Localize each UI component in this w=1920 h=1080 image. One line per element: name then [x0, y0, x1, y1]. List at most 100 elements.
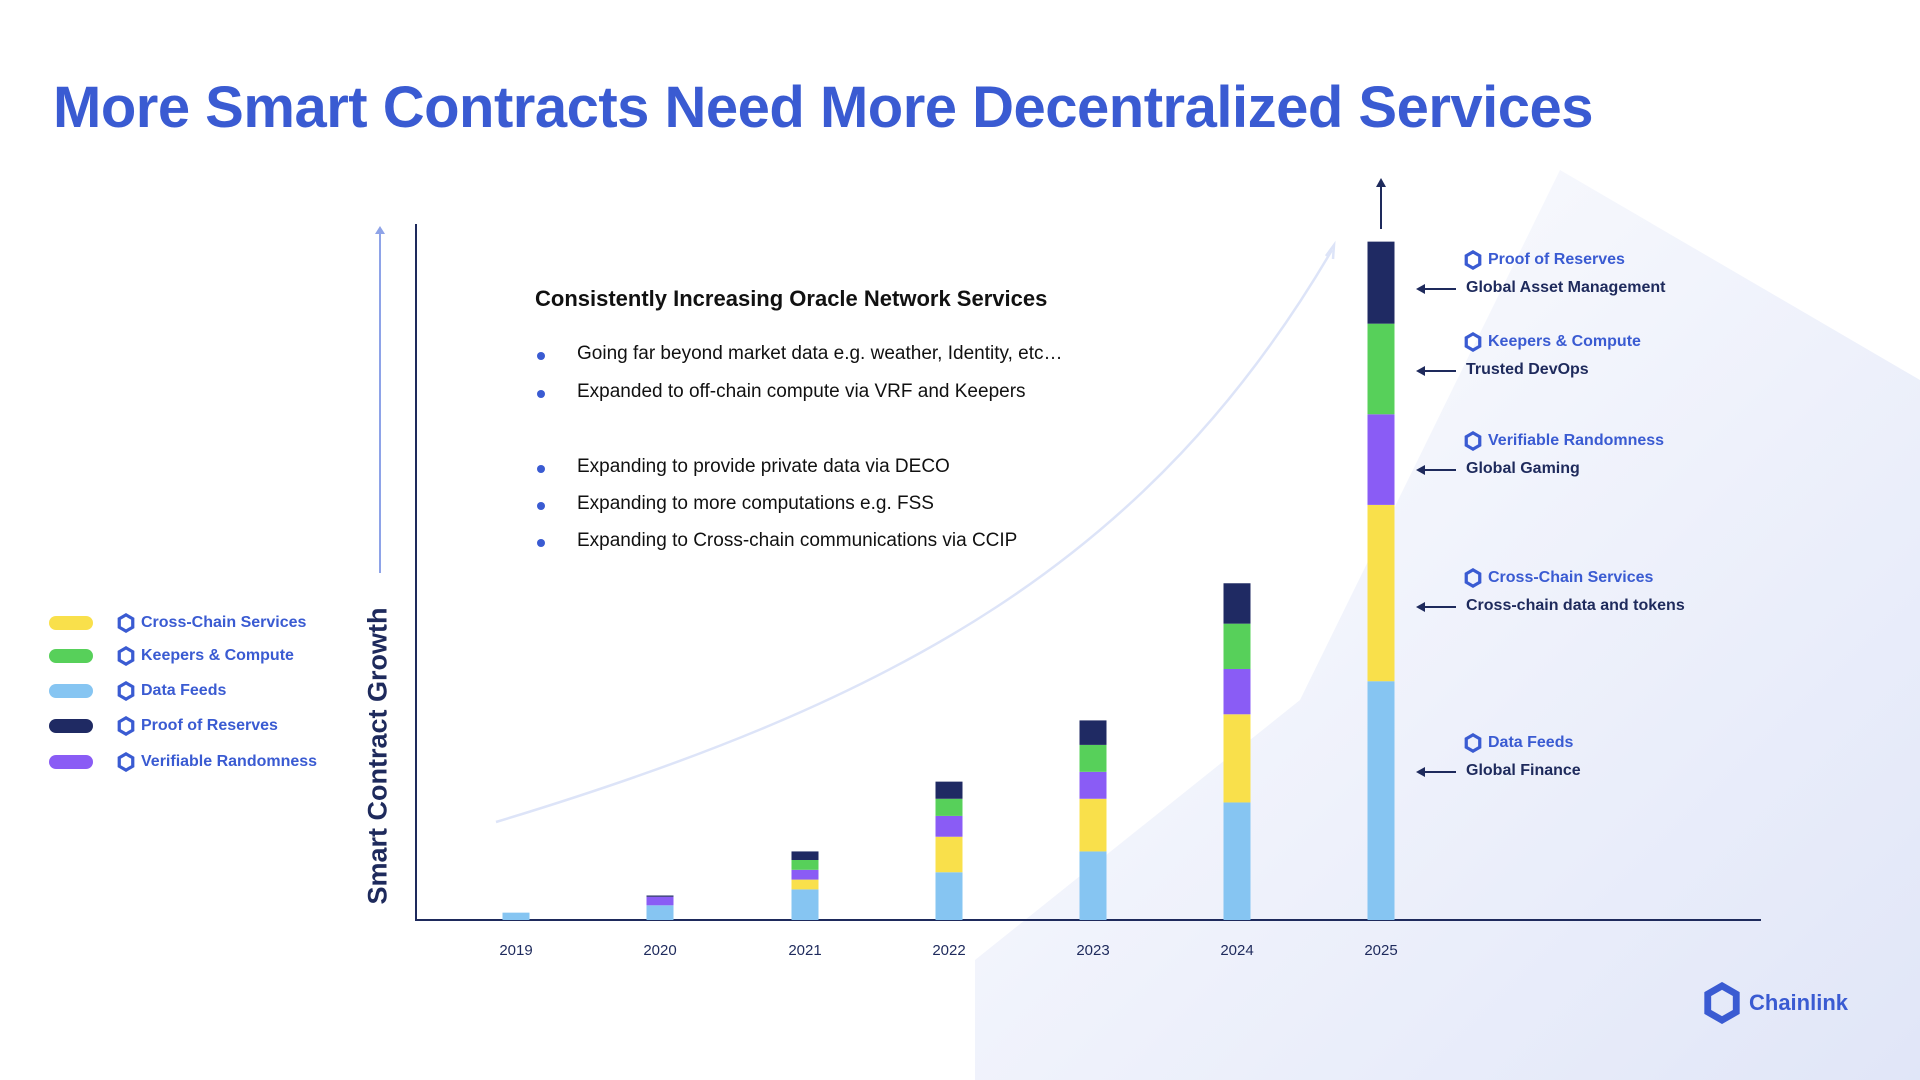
annotation-service-label: Cross-Chain Services — [1488, 569, 1654, 586]
annotation-service-label: Keepers & Compute — [1488, 333, 1641, 350]
arrow-left-icon — [1416, 284, 1456, 294]
x-tick-label: 2020 — [643, 942, 676, 959]
bar-segment-data-feeds-2022 — [935, 872, 963, 920]
growth-up-arrowhead — [1376, 178, 1386, 187]
annotation-service: Verifiable Randomness — [1464, 431, 1664, 451]
growth-curve — [495, 249, 1334, 824]
legend-label: Verifiable Randomness — [141, 753, 318, 770]
bar-segment-verifiable-randomness-2020 — [646, 896, 674, 906]
legend-item: Keepers & Compute — [49, 646, 294, 666]
legend-swatch — [49, 684, 93, 698]
bar-segment-proof-of-reserves-2022 — [935, 781, 963, 799]
legend-item: Cross-Chain Services — [49, 613, 306, 633]
x-tick-label: 2022 — [932, 942, 965, 959]
annotation-service-label: Proof of Reserves — [1488, 251, 1625, 268]
x-tick-label: 2025 — [1364, 942, 1397, 959]
chainlink-hexagon-icon — [1704, 982, 1740, 1024]
bar-segment-cross-chain-services-2025 — [1367, 504, 1395, 682]
arrow-left-icon — [1416, 602, 1456, 612]
bar-segment-data-feeds-2023 — [1079, 851, 1107, 920]
page-title: More Smart Contracts Need More Decentral… — [53, 75, 1594, 140]
bar-segment-proof-of-reserves-2024 — [1223, 583, 1251, 624]
services-text-block: Consistently Increasing Oracle Network S… — [535, 286, 1062, 551]
annotation-use-case: Global Finance — [1466, 762, 1581, 779]
legend-item: Data Feeds — [49, 681, 226, 701]
bar-segment-keepers-compute-2024 — [1223, 623, 1251, 669]
chainlink-hexagon-icon — [1464, 332, 1482, 352]
bar-segment-verifiable-randomness-2024 — [1223, 668, 1251, 715]
bar-segment-verifiable-randomness-2025 — [1367, 414, 1395, 505]
chainlink-hexagon-icon — [1464, 431, 1482, 451]
bullet-text: Expanding to Cross-chain communications … — [577, 530, 1018, 551]
bar-segment-cross-chain-services-2022 — [935, 836, 963, 873]
annotation-service: Data Feeds — [1464, 733, 1573, 753]
legend-label: Cross-Chain Services — [141, 614, 307, 631]
bar-segment-verifiable-randomness-2023 — [1079, 771, 1107, 799]
bullet-dot — [537, 539, 545, 547]
bar-segment-data-feeds-2019 — [502, 912, 530, 920]
bar-segment-data-feeds-2021 — [791, 889, 819, 920]
bar-segment-keepers-compute-2023 — [1079, 744, 1107, 772]
chainlink-hexagon-icon — [1464, 733, 1482, 753]
chainlink-hexagon-icon — [117, 681, 135, 701]
legend-swatch — [49, 719, 93, 733]
bullet-text: Expanding to provide private data via DE… — [577, 456, 950, 477]
chainlink-logo: Chainlink — [1703, 982, 1848, 1024]
arrow-left-icon — [1416, 767, 1456, 777]
legend-item: Verifiable Randomness — [49, 752, 317, 772]
bullet-text: Going far beyond market data e.g. weathe… — [577, 343, 1063, 364]
bullet-text: Expanding to more computations e.g. FSS — [577, 493, 934, 514]
annotation-service: Cross-Chain Services — [1464, 568, 1653, 588]
growth-curve-arrowhead — [1324, 240, 1336, 260]
legend-swatch — [49, 649, 93, 663]
annotation-service: Proof of Reserves — [1464, 250, 1625, 270]
annotation-service-label: Verifiable Randomness — [1488, 432, 1665, 449]
x-tick-label: 2023 — [1076, 942, 1109, 959]
bullet-dot — [537, 390, 545, 398]
arrow-left-icon — [1416, 366, 1456, 376]
text-block-heading: Consistently Increasing Oracle Network S… — [535, 286, 1048, 311]
annotation-use-case: Global Gaming — [1466, 460, 1580, 477]
chainlink-hexagon-icon — [117, 716, 135, 736]
annotation-use-case: Trusted DevOps — [1466, 361, 1589, 378]
legend-swatch — [49, 616, 93, 630]
chainlink-hexagon-icon — [117, 646, 135, 666]
x-tick-label: 2021 — [788, 942, 821, 959]
y-growth-arrowhead — [375, 226, 385, 234]
bar-segment-cross-chain-services-2023 — [1079, 798, 1107, 852]
bar-segment-proof-of-reserves-2025 — [1367, 241, 1395, 324]
legend-label: Proof of Reserves — [141, 717, 278, 734]
bar-segment-cross-chain-services-2021 — [791, 879, 819, 890]
legend-item: Proof of Reserves — [49, 716, 278, 736]
bar-segment-data-feeds-2025 — [1367, 681, 1395, 920]
legend-label: Keepers & Compute — [141, 647, 294, 664]
logo-text: Chainlink — [1749, 990, 1849, 1015]
y-axis-label: Smart Contract Growth — [362, 607, 393, 905]
annotation-service: Keepers & Compute — [1464, 332, 1641, 352]
bar-segment-verifiable-randomness-2022 — [935, 815, 963, 837]
bar-segment-keepers-compute-2022 — [935, 798, 963, 816]
bullet-dot — [537, 502, 545, 510]
chainlink-hexagon-icon — [117, 752, 135, 772]
bullet-dot — [537, 352, 545, 360]
bar-segment-proof-of-reserves-2021 — [791, 851, 819, 860]
annotation-use-case: Global Asset Management — [1466, 279, 1666, 296]
arrow-left-icon — [1416, 465, 1456, 475]
bar-segment-keepers-compute-2021 — [791, 859, 819, 870]
x-tick-label: 2024 — [1220, 942, 1253, 959]
chainlink-hexagon-icon — [1464, 568, 1482, 588]
annotation-use-case: Cross-chain data and tokens — [1466, 597, 1685, 614]
chainlink-hexagon-icon — [117, 613, 135, 633]
legend-swatch — [49, 755, 93, 769]
bar-segment-proof-of-reserves-2023 — [1079, 720, 1107, 745]
bar-segment-verifiable-randomness-2021 — [791, 869, 819, 880]
bullet-text: Expanded to off-chain compute via VRF an… — [577, 381, 1026, 402]
bar-segment-keepers-compute-2025 — [1367, 323, 1395, 415]
bullet-dot — [537, 465, 545, 473]
bar-segment-data-feeds-2024 — [1223, 802, 1251, 920]
legend-label: Data Feeds — [141, 682, 227, 699]
bar-segment-data-feeds-2020 — [646, 905, 674, 920]
x-tick-label: 2019 — [499, 942, 532, 959]
